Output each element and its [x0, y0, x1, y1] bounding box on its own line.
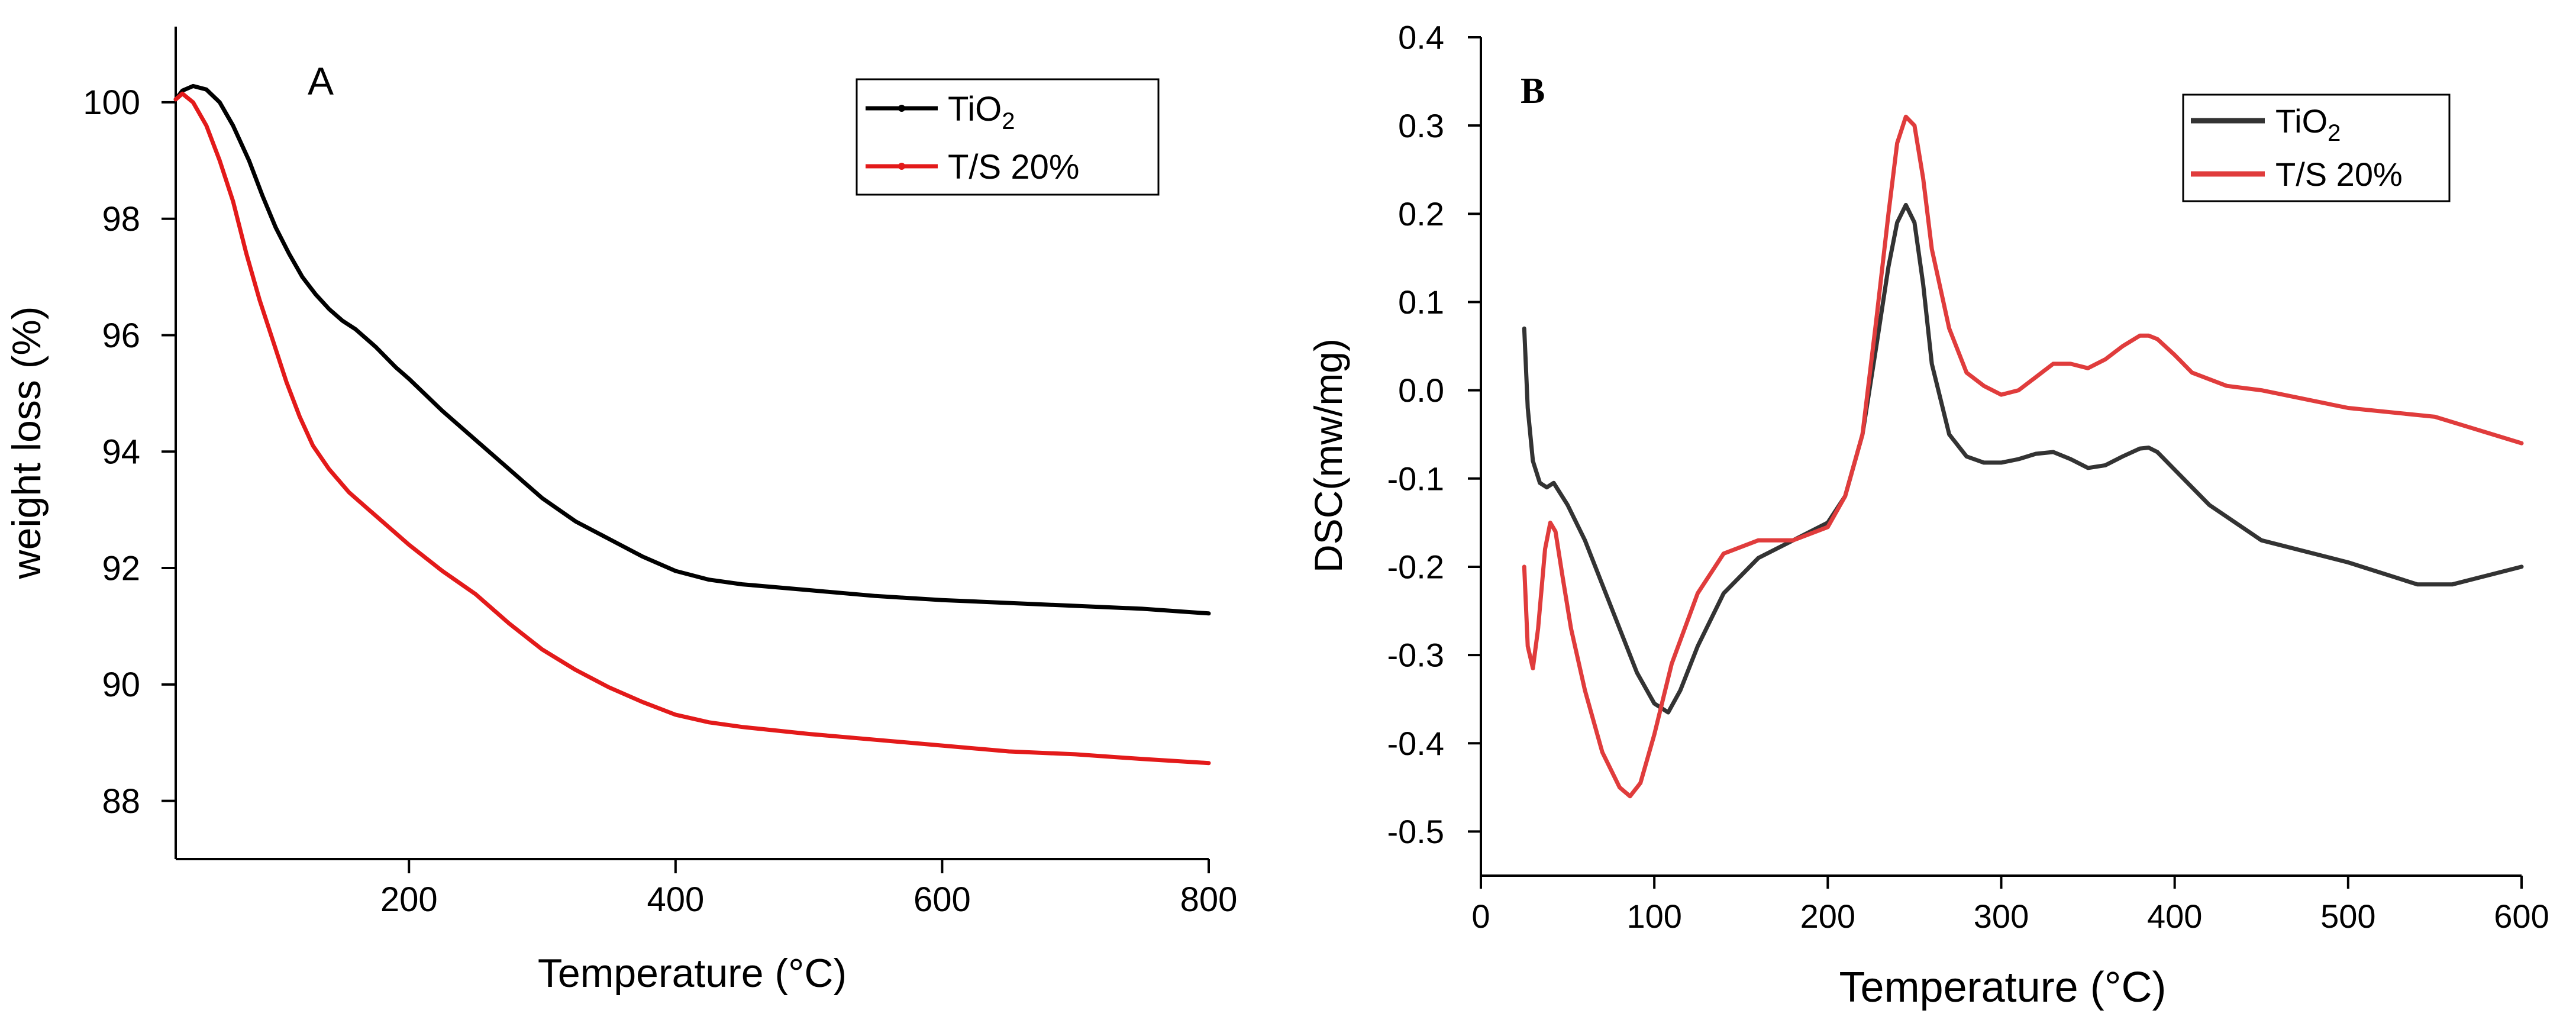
panel-b-x-tick-label-300: 300	[1974, 898, 2029, 935]
panel-b-y-ticks: -0.5 -0.4 -0.3 -0.2 -0.1 0.0 0.1 0.2 0.3 0.4	[1387, 19, 1481, 850]
panel-b-y-tick-label-0-0: 0.0	[1398, 372, 1444, 409]
panel-b-y-tick-label-0-1: 0.1	[1398, 283, 1444, 321]
panel-b-x-tick-label-600: 600	[2494, 898, 2549, 935]
panel-b-legend-label-ts20: T/S 20%	[2275, 156, 2403, 193]
panel-b-x-tick-label-200: 200	[1800, 898, 1855, 935]
panel-b-letter: B	[1521, 71, 1545, 111]
panel-b-y-tick-label-0-4: 0.4	[1398, 19, 1444, 56]
panel-a-x-ticks: 200 400 600 800	[380, 859, 1238, 919]
panel-a-legend-marker-tio2	[898, 105, 905, 112]
panel-a-y-tick-label-100: 100	[83, 83, 140, 122]
panel-b-y-tick-label-0-1: -0.1	[1387, 460, 1445, 497]
panel-a-series	[173, 83, 1211, 766]
panel-b-x-tick-label-100: 100	[1626, 898, 1681, 935]
panel-b-y-axis-label: DSC(mw/mg)	[1306, 338, 1350, 573]
panel-a-plot-area	[175, 27, 1209, 860]
panel-b-x-tick-label-0: 0	[1471, 898, 1490, 935]
panel-b-y-tick-label-0-4: -0.4	[1387, 725, 1445, 762]
panel-a-y-tick-label-98: 98	[102, 200, 140, 238]
panel-a-y-tick-label-94: 94	[102, 433, 140, 472]
panel-a-y-tick-label-96: 96	[102, 317, 140, 355]
panel-a-y-ticks: 88 90 92 94 96 98 100	[83, 83, 176, 821]
panel-a-x-axis-label: Temperature (°C)	[538, 951, 847, 996]
panel-b-chart: 0 100 200 300 400 500 600 -0.5 -0.4 -0.3 -0.2 -0.1…	[1306, 19, 2549, 1011]
panel-b-legend-box	[2182, 93, 2451, 202]
panel-b-series-tio2	[1522, 202, 2524, 715]
panel-a-legend-label-tio2: TiO2	[948, 90, 1015, 134]
panel-b-x-ticks: 0 100 200 300 400 500 600	[1471, 876, 2549, 935]
panel-a-legend: TiO2 T/S 20%	[856, 78, 1160, 196]
panel-a-letter: A	[308, 59, 334, 103]
panel-a-x-tick-label-400: 400	[647, 880, 704, 919]
panel-b-x-tick-label-400: 400	[2147, 898, 2202, 935]
panel-b-y-tick-label-0-5: -0.5	[1387, 813, 1445, 850]
panel-a-y-axis-label: weight loss (%)	[4, 306, 49, 579]
panel-b-y-tick-label-0-3: 0.3	[1398, 107, 1444, 144]
panel-b-series	[1522, 114, 2524, 799]
panel-a-x-tick-label-200: 200	[380, 880, 438, 919]
panel-a-x-tick-label-600: 600	[913, 880, 971, 919]
panel-b-series-t-s-20	[1522, 114, 2524, 799]
panel-b-y-tick-label-0-2: 0.2	[1398, 195, 1444, 233]
panel-a-legend-marker-ts20	[898, 163, 905, 170]
panel-a-series-t-s-20	[173, 91, 1211, 766]
panel-a-x-tick-label-800: 800	[1180, 880, 1238, 919]
panel-b-legend: TiO2 T/S 20%	[2182, 93, 2451, 202]
panel-b-y-tick-label-0-3: -0.3	[1387, 637, 1445, 674]
panel-b-x-tick-label-500: 500	[2320, 898, 2375, 935]
panel-a-y-tick-label-88: 88	[102, 782, 140, 821]
panel-a-series-tio2	[173, 83, 1211, 616]
panel-a-y-tick-label-92: 92	[102, 549, 140, 588]
panel-b-y-tick-label-0-2: -0.2	[1387, 548, 1445, 586]
panel-b-x-axis-label: Temperature (°C)	[1839, 964, 2167, 1011]
panel-a-y-tick-label-90: 90	[102, 666, 140, 704]
panel-b-legend-label-tio2: TiO2	[2275, 102, 2341, 146]
panel-a-legend-box	[856, 78, 1160, 196]
panel-a-legend-label-ts20: T/S 20%	[948, 148, 1079, 186]
panel-a-chart: 200 400 600 800 88 90 92 94 96 98 100 Temperature…	[4, 27, 1237, 996]
